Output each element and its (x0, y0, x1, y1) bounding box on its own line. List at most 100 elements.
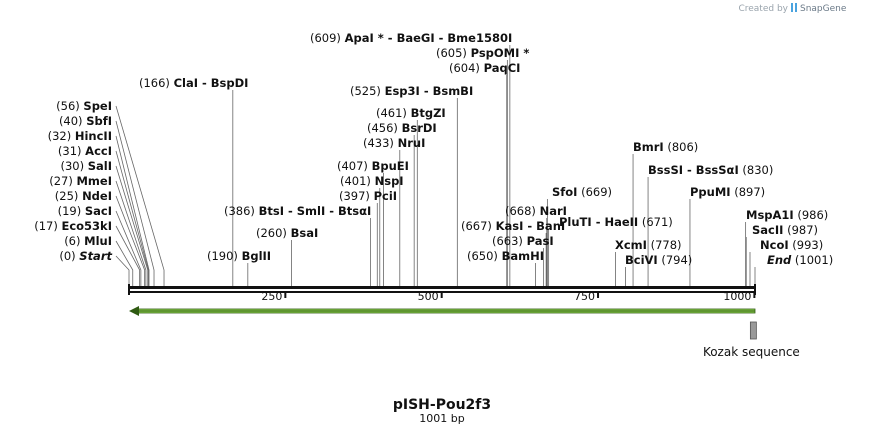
tick-label: 1000 (723, 290, 751, 303)
enzyme-label: (604) PaqCI (449, 61, 520, 75)
backbone-bottom-strand (129, 291, 755, 293)
orientation-arrow (129, 306, 756, 316)
cut-position: (31) (58, 144, 85, 158)
plasmid-title: pISH-Pou2f3 (393, 397, 491, 413)
cut-position: (166) (139, 76, 174, 90)
cut-position: (17) (34, 219, 61, 233)
backbone-start-cap (128, 284, 130, 295)
enzyme-label: (31) AccI (58, 144, 112, 158)
enzyme-label: (667) KasI - BanI (461, 219, 565, 233)
cut-position: (778) (647, 238, 682, 252)
cut-position: (461) (376, 106, 411, 120)
enzyme-name: BamHI (502, 249, 544, 263)
cut-line (115, 165, 149, 286)
enzyme-label: BmrI (806) (633, 140, 698, 154)
enzyme-name: NspI (375, 174, 404, 188)
cut-position: (401) (340, 174, 375, 188)
enzyme-label: (407) BpuEI (337, 159, 409, 173)
enzyme-name: SbfI (86, 114, 112, 128)
tick-label: 250 (261, 290, 282, 303)
enzyme-name: BglII (242, 249, 272, 263)
enzyme-name: PluTI (559, 215, 592, 229)
enzyme-label: (190) BglII (207, 249, 271, 263)
cut-line (115, 135, 150, 286)
enzyme-label: MspA1I (986) (746, 208, 828, 222)
enzyme-label: BssSI - BssSαI (830) (648, 163, 773, 177)
enzyme-label: (260) BsaI (256, 226, 318, 240)
enzyme-label: (0) Start (59, 249, 112, 263)
enzyme-name: Start (79, 249, 112, 263)
enzyme-label: (32) HincII (48, 129, 112, 143)
enzyme-name: ClaI (174, 76, 198, 90)
cut-position: (794) (658, 253, 693, 267)
enzyme-name: NcoI (760, 238, 789, 252)
enzyme-label: (456) BsrDI (367, 121, 437, 135)
cut-position: (986) (794, 208, 829, 222)
cut-line (115, 240, 134, 286)
enzyme-name: SalI (88, 159, 112, 173)
enzyme-label: NcoI (993) (760, 238, 823, 252)
cut-position: (433) (363, 136, 398, 150)
enzyme-name: PpuMI (690, 185, 731, 199)
enzyme-name: SfoI (552, 185, 577, 199)
enzyme-name: ApaI * (345, 31, 384, 45)
cut-line (115, 150, 149, 286)
enzyme-label: (461) BtgZI (376, 106, 446, 120)
cut-position: (605) (436, 46, 471, 60)
cut-position: (25) (55, 189, 82, 203)
cut-position: (604) (449, 61, 484, 75)
snapgene-credit: Created by SnapGene (738, 3, 847, 14)
cut-position: (407) (337, 159, 372, 173)
enzyme-name: NdeI (82, 189, 112, 203)
cut-position: (386) (224, 204, 259, 218)
enzyme-name: KasI (496, 219, 524, 233)
cut-position: (663) (492, 234, 527, 248)
kozak-feature-box (749, 321, 757, 340)
kozak-feature: Kozak sequence (703, 321, 800, 359)
enzyme-name: - BanI (523, 219, 565, 233)
tick-label: 500 (418, 290, 439, 303)
enzyme-name: - BssSαI (683, 163, 739, 177)
enzyme-label: (19) SacI (58, 204, 112, 218)
enzyme-name: BsaI (291, 226, 319, 240)
enzyme-label: (433) NruI (363, 136, 425, 150)
brand-text: SnapGene (800, 4, 847, 14)
enzyme-name: NruI (398, 136, 426, 150)
cut-position: (260) (256, 226, 291, 240)
ruler-ticks: 250 500 750 1000 (261, 290, 756, 303)
tick-mark (753, 293, 756, 298)
cut-position: (667) (461, 219, 496, 233)
enzyme-name: - BsmBI (420, 84, 473, 98)
enzyme-label: (668) NarI (505, 204, 567, 218)
cut-position: (30) (60, 159, 87, 173)
enzyme-name: BsrDI (402, 121, 437, 135)
arrow-head-icon (129, 306, 139, 316)
cut-position: (993) (789, 238, 824, 252)
enzyme-name: AccI (85, 144, 112, 158)
enzyme-label: XcmI (778) (615, 238, 682, 252)
enzyme-name: MspA1I (746, 208, 794, 222)
cut-line (115, 225, 141, 286)
enzyme-name: Esp3I (385, 84, 420, 98)
enzyme-name: PciI (374, 189, 397, 203)
cut-position: (987) (783, 223, 818, 237)
tick-mark (440, 293, 443, 298)
enzyme-name: - BaeGI (384, 31, 435, 45)
enzyme-name: PasI (527, 234, 554, 248)
enzyme-name: BssSI (648, 163, 683, 177)
enzyme-label: PluTI - HaeII (671) (559, 215, 673, 229)
enzyme-name: SacI (85, 204, 112, 218)
tick-mark (284, 293, 287, 298)
snapgene-logo-icon (791, 3, 797, 12)
enzyme-labels: (0) Start(6) MluI(17) Eco53kI(19) SacI(2… (34, 31, 833, 267)
enzyme-name: MluI (84, 234, 112, 248)
cut-position: (525) (350, 84, 385, 98)
cut-position: (40) (59, 114, 86, 128)
enzyme-name: BciVI (625, 253, 658, 267)
cut-position: (56) (56, 99, 83, 113)
cut-position: (456) (367, 121, 402, 135)
enzyme-label: (609) ApaI * - BaeGI - Bme1580I (310, 31, 512, 45)
enzyme-label: (6) MluI (64, 234, 112, 248)
enzyme-name: BmrI (633, 140, 664, 154)
